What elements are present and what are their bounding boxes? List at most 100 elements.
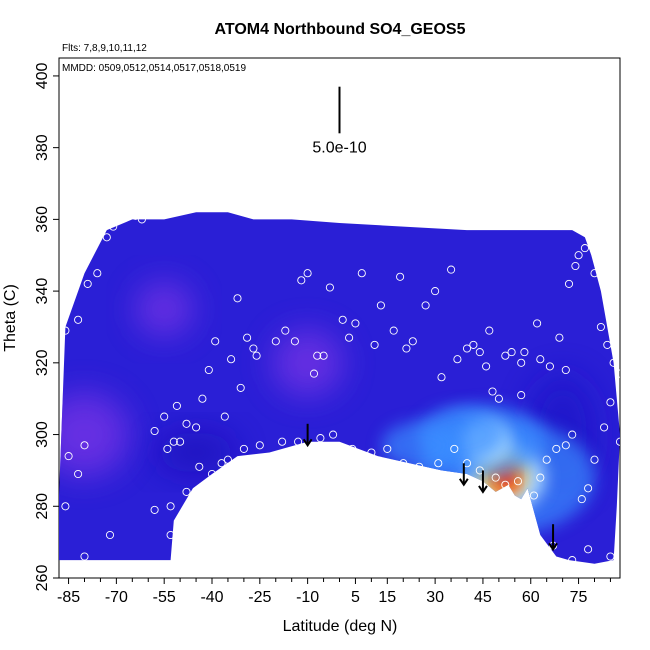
observation-point [507, 348, 516, 357]
observation-point [198, 516, 207, 525]
observation-point [545, 362, 554, 371]
observation-point [93, 269, 102, 278]
observation-point [313, 351, 322, 360]
plot-area [59, 211, 620, 565]
observation-point [434, 459, 443, 468]
observation-point [61, 502, 70, 511]
observation-point [536, 556, 545, 565]
observation-point [421, 301, 430, 310]
observation-point [236, 383, 245, 392]
observation-point [176, 437, 185, 446]
observation-point [542, 455, 551, 464]
observation-point [367, 448, 376, 457]
x-tick-label: -40 [200, 589, 223, 606]
observation-point [169, 437, 178, 446]
observation-point [517, 358, 526, 367]
observation-point [526, 548, 535, 557]
y-tick-label: 260 [34, 565, 51, 592]
observation-point [319, 351, 328, 360]
observation-point [615, 437, 620, 446]
observation-point [131, 211, 140, 220]
observation-point [520, 348, 529, 357]
observation-point [396, 272, 405, 281]
observation-point [211, 337, 220, 346]
scale-bar-label: 5.0e-10 [312, 139, 366, 156]
observation-point [61, 326, 70, 335]
observation-point [325, 283, 334, 292]
observation-point [345, 333, 354, 342]
down-arrow [458, 463, 469, 487]
observation-point [491, 473, 500, 482]
observation-point [109, 222, 118, 231]
observation-point [389, 326, 398, 335]
observation-point [577, 495, 586, 504]
x-tick-label: 30 [426, 589, 444, 606]
x-tick-label: -25 [248, 589, 271, 606]
observation-point [163, 444, 172, 453]
y-tick-label: 320 [34, 349, 51, 376]
y-tick-label: 340 [34, 278, 51, 305]
observation-point [137, 215, 146, 224]
observation-point [185, 505, 194, 514]
observation-point [561, 365, 570, 375]
observation-point [587, 236, 596, 245]
observation-point [482, 362, 491, 371]
observation-point [166, 502, 175, 511]
observation-point [192, 423, 201, 432]
x-tick-label: -10 [296, 589, 319, 606]
observation-point [485, 326, 494, 335]
observation-point [271, 337, 280, 346]
chart-title: ATOM4 Northbound SO4_GEOS5 [215, 21, 466, 38]
down-arrow [478, 470, 488, 494]
observation-point [494, 394, 503, 403]
field-hotspot-outer [381, 422, 457, 469]
observation-point [383, 444, 392, 453]
observation-point [207, 469, 217, 479]
down-arrow-head [478, 485, 488, 494]
observation-point [402, 344, 411, 353]
down-arrow [302, 423, 313, 448]
observation-point [338, 315, 347, 324]
flights-annotation: Flts: 7,8,9,10,11,12 [62, 43, 147, 54]
observation-point [399, 459, 408, 468]
observation-point [437, 373, 446, 382]
observation-point [150, 426, 159, 436]
y-tick-label: 360 [34, 206, 51, 233]
observation-point [415, 462, 424, 471]
observation-point [64, 452, 73, 461]
observation-point [102, 233, 111, 242]
observation-point [182, 419, 191, 428]
observation-point [150, 505, 159, 514]
observation-point [447, 265, 456, 274]
observation-point [80, 552, 89, 561]
observation-point [105, 530, 115, 540]
observation-point [600, 423, 609, 432]
observation-point [580, 244, 589, 253]
downward-arrows [302, 423, 558, 552]
observation-point [517, 391, 526, 400]
observation-point [536, 473, 545, 482]
concentration-field [59, 212, 620, 564]
observation-point [513, 477, 523, 486]
observation-point [431, 287, 440, 296]
x-tick-label: -85 [57, 589, 80, 606]
observation-point [536, 355, 545, 364]
observation-point [606, 398, 615, 407]
observation-point [469, 340, 478, 349]
observation-point [590, 269, 599, 278]
x-tick-label: 5 [351, 589, 360, 606]
observation-point [329, 430, 338, 439]
observation-point [278, 437, 287, 446]
y-tick-label: 380 [34, 134, 51, 161]
observation-point [462, 344, 472, 353]
observation-point [281, 326, 290, 335]
down-arrow-head [458, 478, 469, 487]
observation-point [217, 459, 226, 468]
x-tick-label: 60 [522, 589, 540, 606]
observation-point [574, 251, 583, 260]
observation-point [207, 498, 217, 507]
observation-point [571, 261, 580, 271]
y-tick-label: 300 [34, 421, 51, 448]
dates-annotation: MMDD: 0509,0512,0514,0517,0518,0519 [62, 63, 246, 74]
observation-point [523, 502, 532, 511]
